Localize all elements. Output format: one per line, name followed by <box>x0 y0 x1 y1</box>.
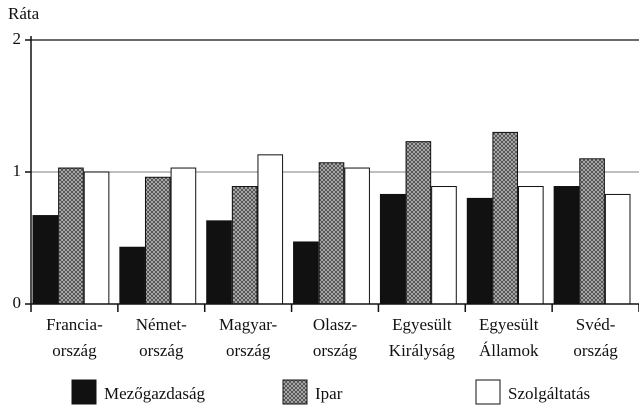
x-tick-label: Magyar- <box>219 315 278 334</box>
y-tick-label: 0 <box>13 293 22 312</box>
x-tick-label: Államok <box>479 341 539 360</box>
bar <box>379 193 406 305</box>
x-tick-label: Királyság <box>389 341 456 360</box>
y-tick-label: 2 <box>13 29 22 48</box>
x-tick-label: ország <box>313 341 358 360</box>
legend-swatch <box>71 379 97 405</box>
bar <box>518 186 544 305</box>
legend-swatch <box>282 379 308 405</box>
bar <box>293 241 319 305</box>
legend-label: Szolgáltatás <box>508 384 590 403</box>
bar <box>58 167 84 305</box>
bar <box>170 167 197 305</box>
bar <box>32 215 59 305</box>
x-tick-label: Francia- <box>46 315 103 334</box>
bar <box>405 141 432 305</box>
bar <box>83 171 110 305</box>
bar <box>492 131 519 305</box>
y-tick-label: 1 <box>13 161 22 180</box>
legend-label: Ipar <box>315 384 343 403</box>
legend-label: Mezőgazdaság <box>104 384 206 403</box>
x-tick-label: Svéd- <box>576 315 616 334</box>
x-tick-label: ország <box>226 341 271 360</box>
bar <box>344 167 370 305</box>
y-axis-label: Ráta <box>8 4 40 23</box>
x-tick-label: Német- <box>136 315 187 334</box>
bar <box>206 220 232 305</box>
x-tick-label: Olasz- <box>313 315 358 334</box>
bar <box>431 186 457 305</box>
bar <box>318 162 345 305</box>
x-tick-label: Egyesült <box>392 315 452 334</box>
bar <box>257 154 284 305</box>
bar <box>144 176 171 305</box>
bar <box>466 197 493 305</box>
x-tick-label: ország <box>139 341 184 360</box>
x-tick-label: Egyesült <box>479 315 539 334</box>
x-tick-label: ország <box>52 341 97 360</box>
bar <box>553 186 580 305</box>
bar <box>604 193 631 305</box>
legend-swatch <box>475 379 501 405</box>
bar <box>119 246 145 305</box>
bar <box>231 186 258 305</box>
x-tick-label: ország <box>573 341 618 360</box>
bar <box>579 158 605 305</box>
